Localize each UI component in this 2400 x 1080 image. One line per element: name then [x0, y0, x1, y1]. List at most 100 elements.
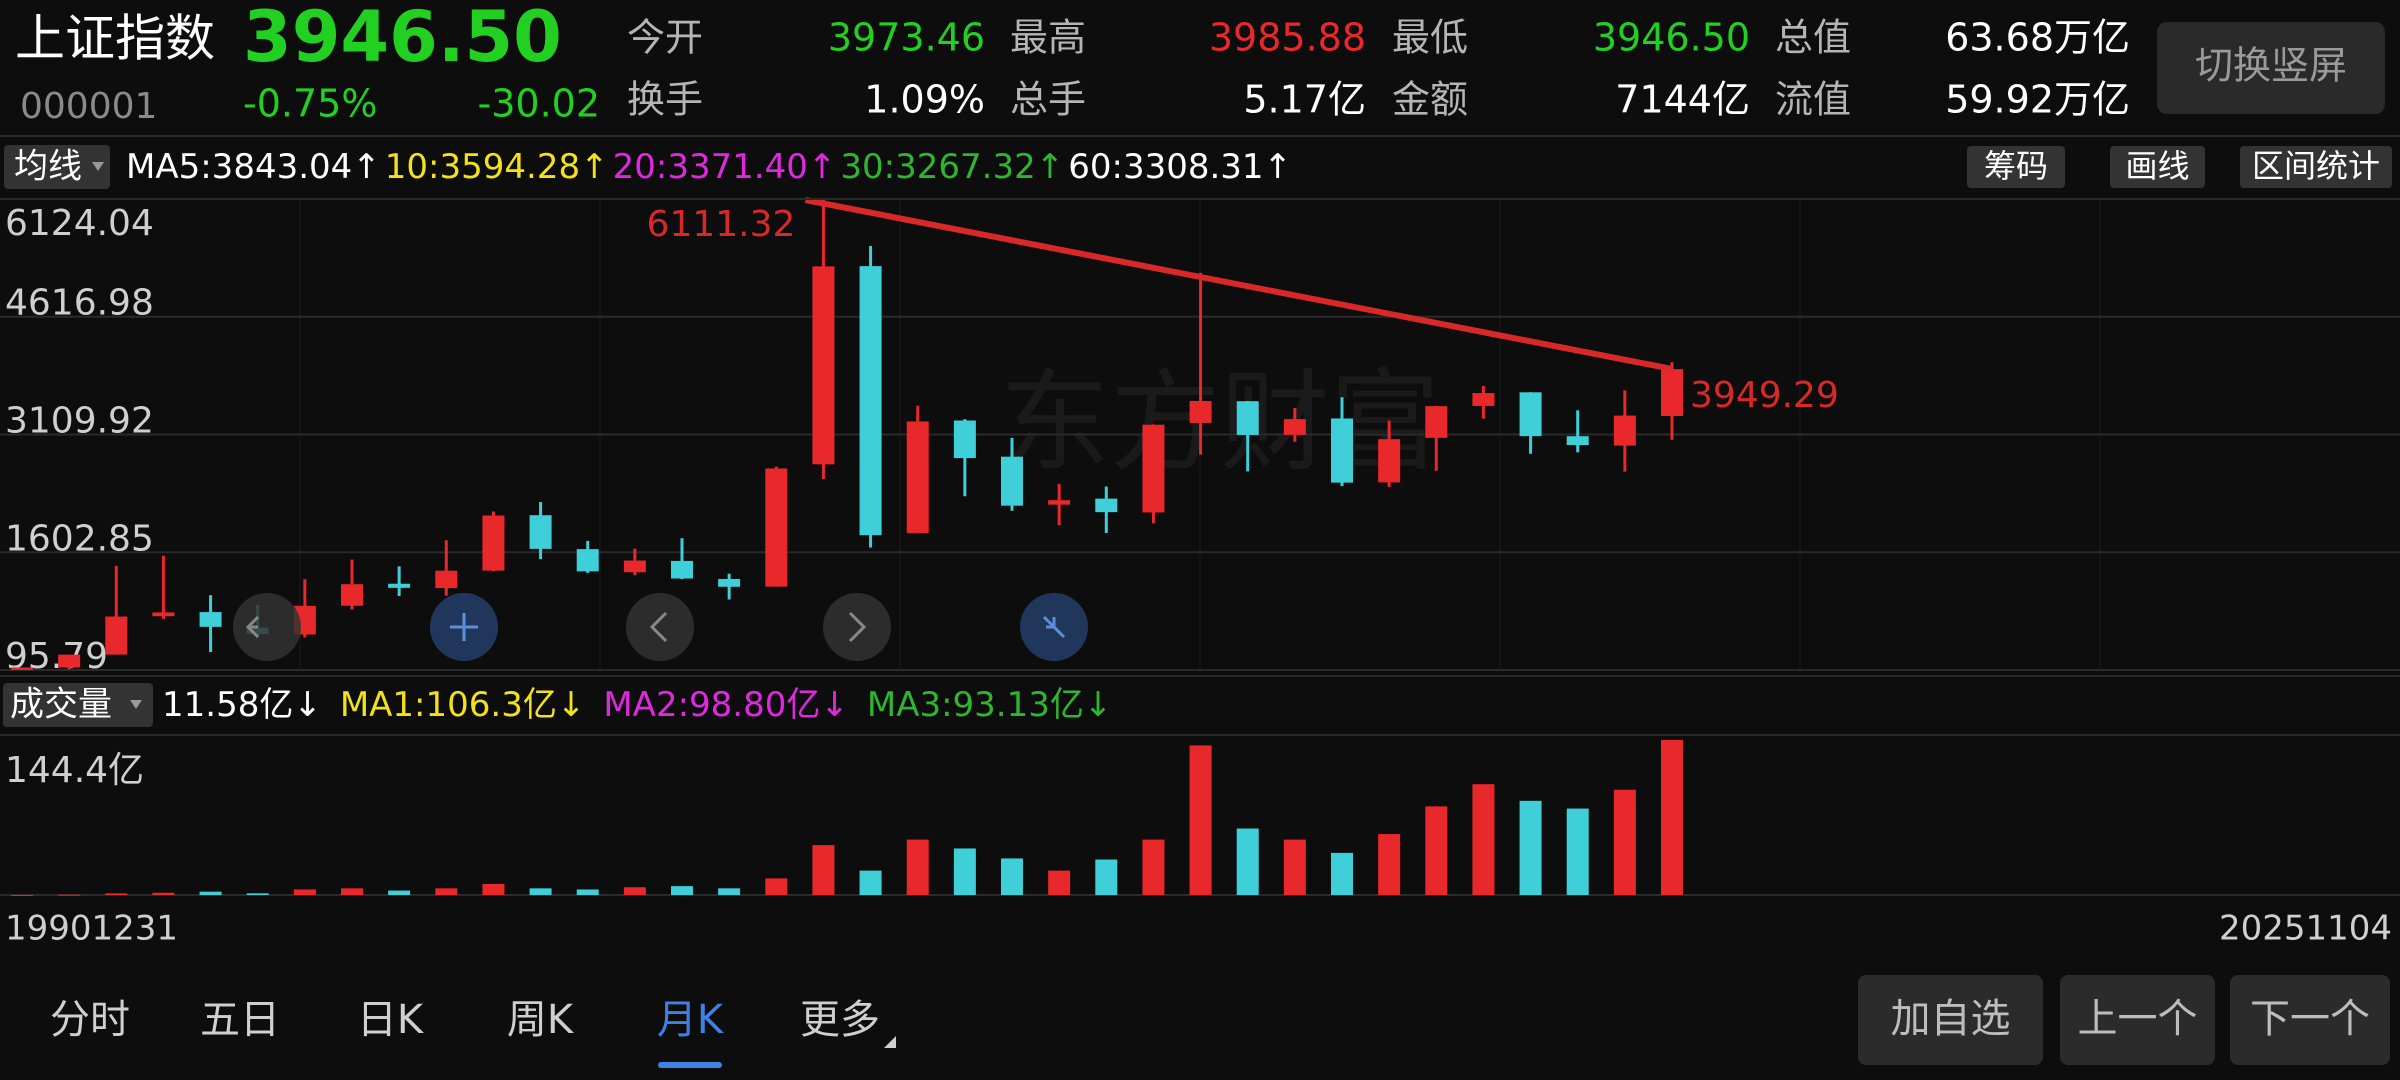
stock-name: 上证指数	[15, 10, 215, 68]
candle-body	[1472, 393, 1495, 406]
volume-bar	[1661, 739, 1683, 895]
volume-bar	[341, 888, 363, 895]
x-end-label: 20251104	[2219, 909, 2392, 949]
action-button-label[interactable]: 上一个	[2078, 996, 2198, 1042]
candle-body	[859, 266, 882, 536]
volume-bar	[199, 891, 222, 895]
candle-body	[1425, 406, 1448, 438]
volume-selector-label[interactable]: 成交量	[10, 685, 112, 725]
candle-body	[199, 612, 222, 627]
volume-bar	[529, 888, 552, 895]
candle-body	[435, 570, 458, 589]
candle-body	[1613, 415, 1636, 446]
period-tab[interactable]: 日K	[357, 997, 425, 1043]
period-tab[interactable]: 月K	[657, 997, 725, 1043]
period-tab[interactable]: 五日	[200, 997, 280, 1043]
volume-bar	[718, 888, 741, 895]
candle-body	[623, 560, 646, 573]
candle-body	[1661, 369, 1683, 416]
volume-bar	[435, 888, 458, 895]
volume-bar	[1378, 834, 1401, 895]
action-button[interactable]	[1858, 975, 2043, 1065]
tool-button-label[interactable]: 筹码	[1984, 147, 2048, 185]
action-buttons: 加自选 上一个 下一个	[1858, 975, 2390, 1065]
candle-body	[1331, 418, 1353, 483]
volume-bar	[1566, 808, 1589, 895]
candle-body	[388, 583, 411, 588]
switch-button[interactable]	[2157, 22, 2385, 114]
action-button-label[interactable]: 加自选	[1891, 996, 2011, 1042]
stock-price: 3946.50	[243, 0, 562, 78]
candle-body	[11, 667, 33, 670]
candle-body	[152, 612, 175, 617]
candle-body	[906, 421, 929, 534]
volume-bar	[671, 886, 693, 895]
x-start-label: 19901231	[5, 909, 178, 949]
dropdown-icon	[130, 700, 142, 709]
volume-bar	[1425, 806, 1448, 895]
trend-line	[804, 197, 1673, 372]
volume-bar	[1472, 784, 1495, 895]
tool-button[interactable]	[1967, 146, 2065, 188]
period-tab[interactable]: 周K	[507, 997, 575, 1043]
chart-nav-icon[interactable]	[450, 613, 478, 641]
volume-bar	[859, 870, 882, 895]
volume-bar	[1001, 858, 1023, 895]
stat-label: 换手	[627, 78, 703, 122]
stat-value: 3985.88	[1209, 16, 1366, 60]
candle-body	[1283, 419, 1306, 435]
volume-selector[interactable]	[3, 683, 153, 727]
switch-button-label[interactable]: 切换竖屏	[2195, 44, 2347, 88]
volume-bar	[1283, 839, 1306, 895]
y-tick-label: 95.79	[5, 636, 108, 677]
ma-item: 60:3308.31↑	[1068, 147, 1292, 187]
tool-button[interactable]	[2110, 146, 2205, 188]
stat-label: 金额	[1392, 78, 1468, 122]
candle-body	[105, 616, 128, 655]
chart-nav-icon[interactable]	[848, 611, 867, 643]
y-tick-label: 6124.04	[5, 203, 154, 244]
chart-nav-icon[interactable]	[1042, 615, 1066, 639]
volume-bar	[1189, 745, 1212, 895]
candle-body	[765, 468, 788, 587]
chart-nav-icon[interactable]	[245, 615, 260, 639]
candle-body	[1095, 498, 1118, 513]
ma-selector[interactable]	[4, 145, 110, 189]
action-button[interactable]	[2230, 975, 2390, 1065]
stat-value: 5.17亿	[1243, 78, 1366, 122]
action-button[interactable]	[2060, 975, 2215, 1065]
tool-button-label[interactable]: 画线	[2125, 147, 2189, 185]
chart-nav-button[interactable]	[233, 593, 301, 661]
volume-bar	[152, 892, 175, 895]
candle-body	[529, 515, 552, 549]
volume-bar	[1048, 870, 1071, 895]
tab-underline	[658, 1062, 722, 1068]
stat-value: 7144亿	[1615, 78, 1750, 122]
stat-label: 总手	[1010, 78, 1086, 122]
period-tab[interactable]: 分时	[50, 997, 130, 1043]
period-tab[interactable]: 更多	[800, 997, 880, 1043]
action-button-label[interactable]: 下一个	[2250, 996, 2370, 1042]
ma-selector-label[interactable]: 均线	[14, 147, 82, 187]
tool-button-label[interactable]: 区间统计	[2252, 147, 2380, 185]
change: -30.02	[478, 82, 601, 126]
volume-chart: 144.4亿 19901231 20251104	[0, 734, 2400, 949]
candle-body	[718, 578, 741, 587]
volume-bar	[388, 890, 411, 895]
stat-value: 63.68万亿	[1945, 16, 2130, 60]
stat-label: 最低	[1392, 16, 1468, 60]
volume-bar	[623, 887, 646, 895]
chart-nav-button[interactable]	[823, 593, 891, 661]
ma-item: 20:3371.40↑	[613, 147, 837, 187]
stat-label: 最高	[1010, 16, 1086, 60]
chart-nav-icon[interactable]	[649, 611, 668, 643]
candle-body	[576, 549, 599, 572]
chart-nav-button[interactable]	[626, 593, 694, 661]
tool-button[interactable]	[2240, 146, 2392, 188]
ma-item: 30:3267.32↑	[840, 147, 1064, 187]
volume-bar	[58, 894, 81, 896]
y-tick-label: 1602.85	[5, 518, 154, 559]
stat-label: 流值	[1775, 78, 1851, 122]
y-tick-label: 3109.92	[5, 400, 154, 441]
